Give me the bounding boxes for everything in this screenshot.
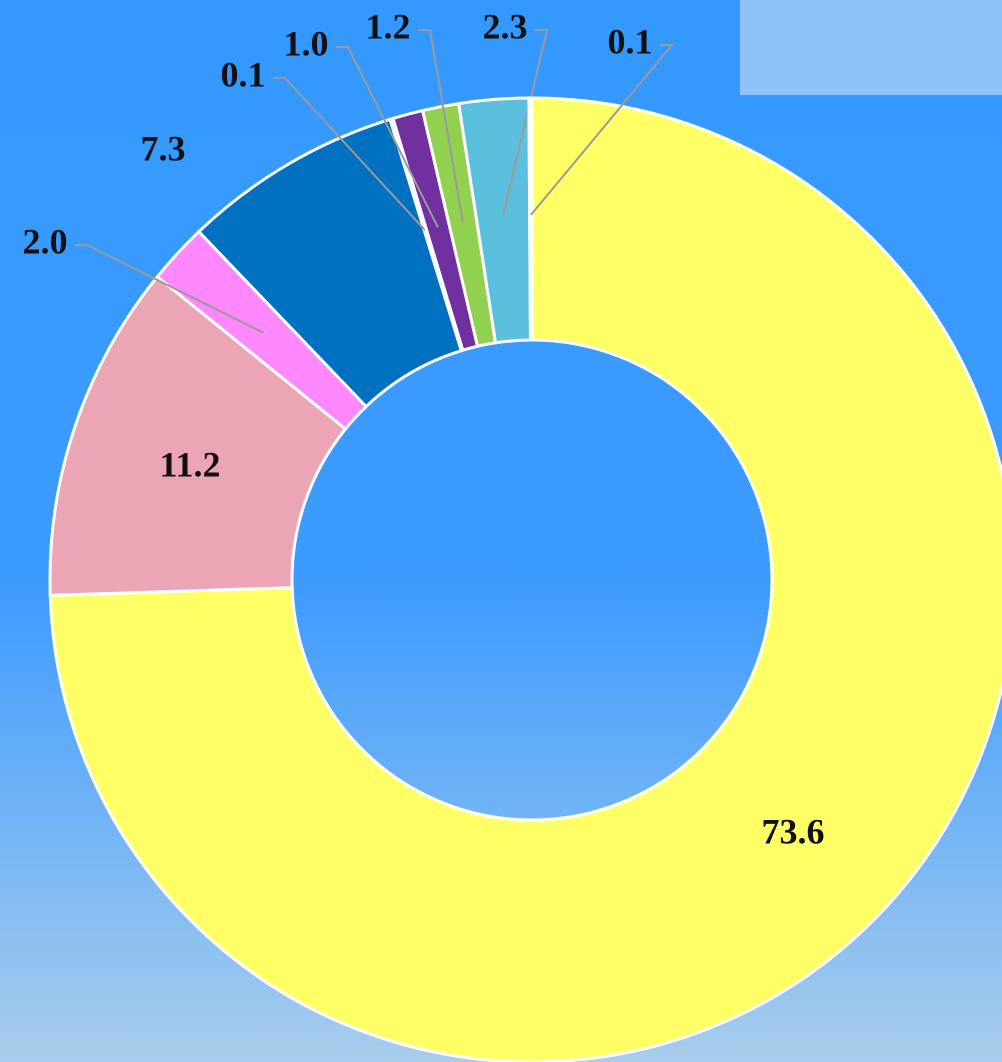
data-label: 1.2 xyxy=(366,6,411,46)
data-label: 0.1 xyxy=(221,54,266,94)
data-label: 1.0 xyxy=(284,23,329,63)
donut-slice xyxy=(529,98,532,340)
decorative-photo xyxy=(740,0,1002,95)
data-label: 2.0 xyxy=(23,221,68,261)
data-label: 73.6 xyxy=(762,811,825,851)
data-label: 0.1 xyxy=(608,21,653,61)
data-label: 7.3 xyxy=(141,128,186,168)
chart: 73.6 11.2 2.0 7.3 0.1 1.0 1.2 2.3 0.1 xyxy=(0,0,1002,1062)
data-label: 11.2 xyxy=(159,444,220,484)
data-label: 2.3 xyxy=(483,6,528,46)
